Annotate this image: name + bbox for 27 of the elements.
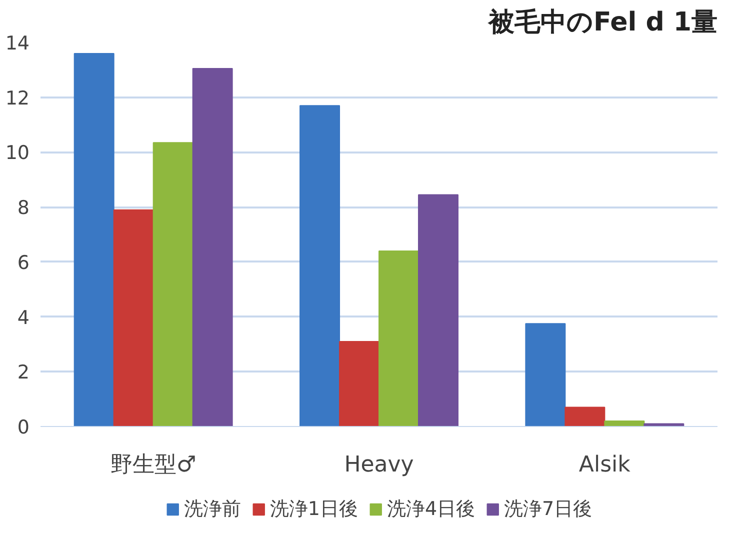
bar: [113, 209, 154, 426]
bar: [604, 420, 645, 426]
bar: [378, 250, 419, 426]
bar: [74, 52, 114, 426]
y-tick-label: 10: [5, 142, 30, 164]
legend-label: 洗浄4日後: [386, 497, 476, 522]
chart-title: 被毛中のFel d 1量: [487, 8, 718, 38]
bar: [564, 406, 606, 426]
x-tick-label: Heavy: [344, 452, 414, 478]
bar: [339, 340, 380, 426]
y-tick-label: 4: [17, 306, 30, 329]
y-tick-label: 6: [17, 252, 30, 274]
legend-label: 洗浄1日後: [270, 497, 358, 522]
x-tick-label: 野生型♂: [110, 452, 196, 478]
y-tick-label: 12: [5, 87, 30, 110]
y-tick-label: 8: [17, 197, 30, 220]
x-tick-label: Alsik: [578, 452, 631, 478]
bar: [192, 68, 233, 426]
y-tick-label: 0: [17, 416, 30, 438]
bar: [525, 323, 566, 426]
bar: [300, 105, 340, 426]
bar: [152, 142, 194, 426]
legend-label: 洗浄7日後: [504, 497, 592, 522]
legend-label: 洗浄前: [184, 497, 241, 522]
y-tick-label: 2: [17, 362, 30, 384]
bar: [418, 194, 458, 426]
y-tick-label: 14: [5, 32, 30, 54]
